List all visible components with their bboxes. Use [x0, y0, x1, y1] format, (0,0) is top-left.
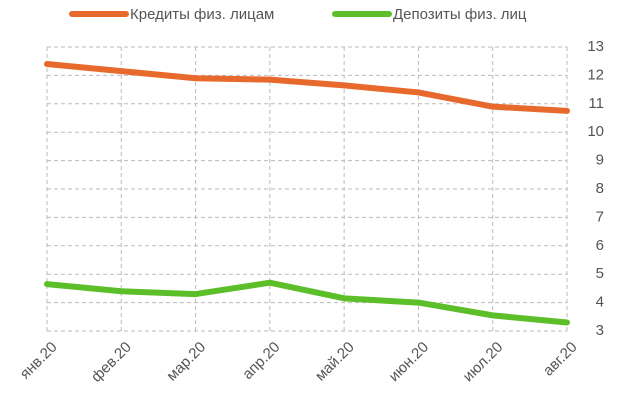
- x-tick-label: мар.20: [163, 339, 209, 385]
- legend-label: Депозиты физ. лиц: [393, 6, 527, 23]
- line-series: [44, 279, 570, 326]
- y-tick-label: 8: [596, 180, 604, 197]
- y-tick-label: 10: [587, 123, 604, 140]
- x-tick-label: апр.20: [239, 339, 283, 383]
- x-tick-label: июл.20: [460, 339, 507, 386]
- y-tick-label: 13: [587, 38, 604, 55]
- legend-label: Кредиты физ. лицам: [130, 6, 274, 23]
- y-tick-label: 3: [596, 322, 604, 339]
- y-tick-label: 4: [596, 294, 604, 311]
- x-tick-label: май.20: [312, 339, 358, 385]
- y-tick-label: 5: [596, 265, 604, 282]
- y-tick-label: 6: [596, 237, 604, 254]
- y-tick-label: 7: [596, 208, 604, 225]
- y-tick-label: 11: [588, 95, 604, 112]
- x-tick-label: авг.20: [540, 339, 581, 380]
- y-tick-label: 9: [596, 152, 604, 169]
- x-tick-label: июн.20: [386, 339, 433, 386]
- x-tick-label: фев.20: [88, 339, 135, 386]
- x-tick-label: янв.20: [17, 339, 61, 383]
- y-tick-label: 12: [587, 66, 604, 83]
- line-series: [44, 61, 570, 114]
